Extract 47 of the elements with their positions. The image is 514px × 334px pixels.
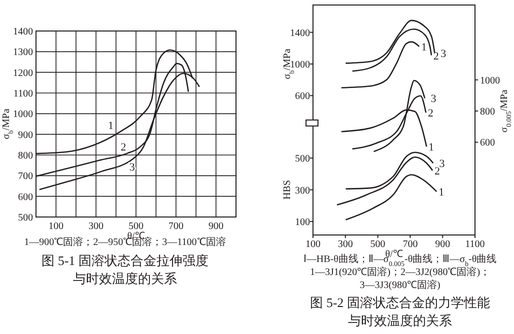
x-tick-label: 500 bbox=[128, 221, 144, 232]
series-label: 3 bbox=[439, 158, 446, 170]
text: 与时效温度的关系 bbox=[348, 313, 452, 328]
y-tick-label: 1000 bbox=[290, 59, 310, 70]
y-tick-label: 1400 bbox=[290, 28, 310, 39]
y-tick-label: 800 bbox=[18, 150, 33, 162]
y3-axis-title: HBS bbox=[282, 180, 293, 200]
x-tick-label: 900 bbox=[208, 221, 224, 232]
series-label: 1 bbox=[108, 120, 114, 132]
series-label: 2 bbox=[428, 108, 434, 120]
y-tick-label: 1300 bbox=[13, 47, 33, 58]
x-tick-label: 700 bbox=[168, 221, 184, 232]
y3-tick-label: 300 bbox=[295, 185, 310, 196]
text: 3—3J3(980℃固溶) bbox=[360, 279, 440, 291]
text: 图 5-2 固溶状态合金的力学性能 bbox=[310, 295, 490, 310]
y2-tick-label: 1000 bbox=[480, 75, 500, 86]
y-tick-label: 600 bbox=[18, 192, 33, 203]
series-label: 3 bbox=[129, 162, 136, 174]
y-tick-label: 900 bbox=[18, 130, 33, 141]
y-tick-label: 1200 bbox=[13, 68, 33, 79]
text: 图 5-1 固溶状态合金拉伸强度 bbox=[42, 253, 208, 268]
y-tick-label: 1400 bbox=[13, 26, 33, 38]
x-tick-label: 1100 bbox=[465, 239, 485, 250]
x-tick-label: 100 bbox=[48, 221, 64, 232]
series-label: 2 bbox=[434, 165, 440, 178]
y-tick-label: 700 bbox=[18, 171, 33, 182]
x-tick-label: 300 bbox=[338, 239, 353, 250]
x-tick-label: 300 bbox=[88, 221, 104, 232]
series-label: 2 bbox=[433, 50, 439, 62]
x-tick-label: 500 bbox=[370, 239, 386, 250]
series-label: 1 bbox=[428, 142, 434, 154]
y-tick-label: 600 bbox=[295, 91, 310, 102]
x-tick-label: 700 bbox=[402, 239, 418, 250]
x-tick-label: 900 bbox=[435, 239, 450, 250]
series-label: 1 bbox=[421, 42, 427, 54]
series-label: 3 bbox=[430, 93, 437, 106]
y-tick-label: 1100 bbox=[13, 88, 33, 100]
y-tick-label: 1000 bbox=[13, 109, 33, 120]
x-tick-label: 100 bbox=[306, 239, 320, 250]
text: 1—3J1(920℃固溶)；2—3J2(980℃固溶)； bbox=[310, 266, 490, 278]
series-label: 1 bbox=[438, 186, 444, 199]
y2-tick-label: 600 bbox=[480, 138, 495, 149]
series-label: 3 bbox=[440, 48, 447, 60]
y-tick-label: 500 bbox=[18, 212, 33, 224]
text: 与时效温度的关系 bbox=[73, 271, 177, 286]
series-label: 2 bbox=[120, 142, 126, 154]
y2-tick-label: 800 bbox=[480, 106, 495, 118]
